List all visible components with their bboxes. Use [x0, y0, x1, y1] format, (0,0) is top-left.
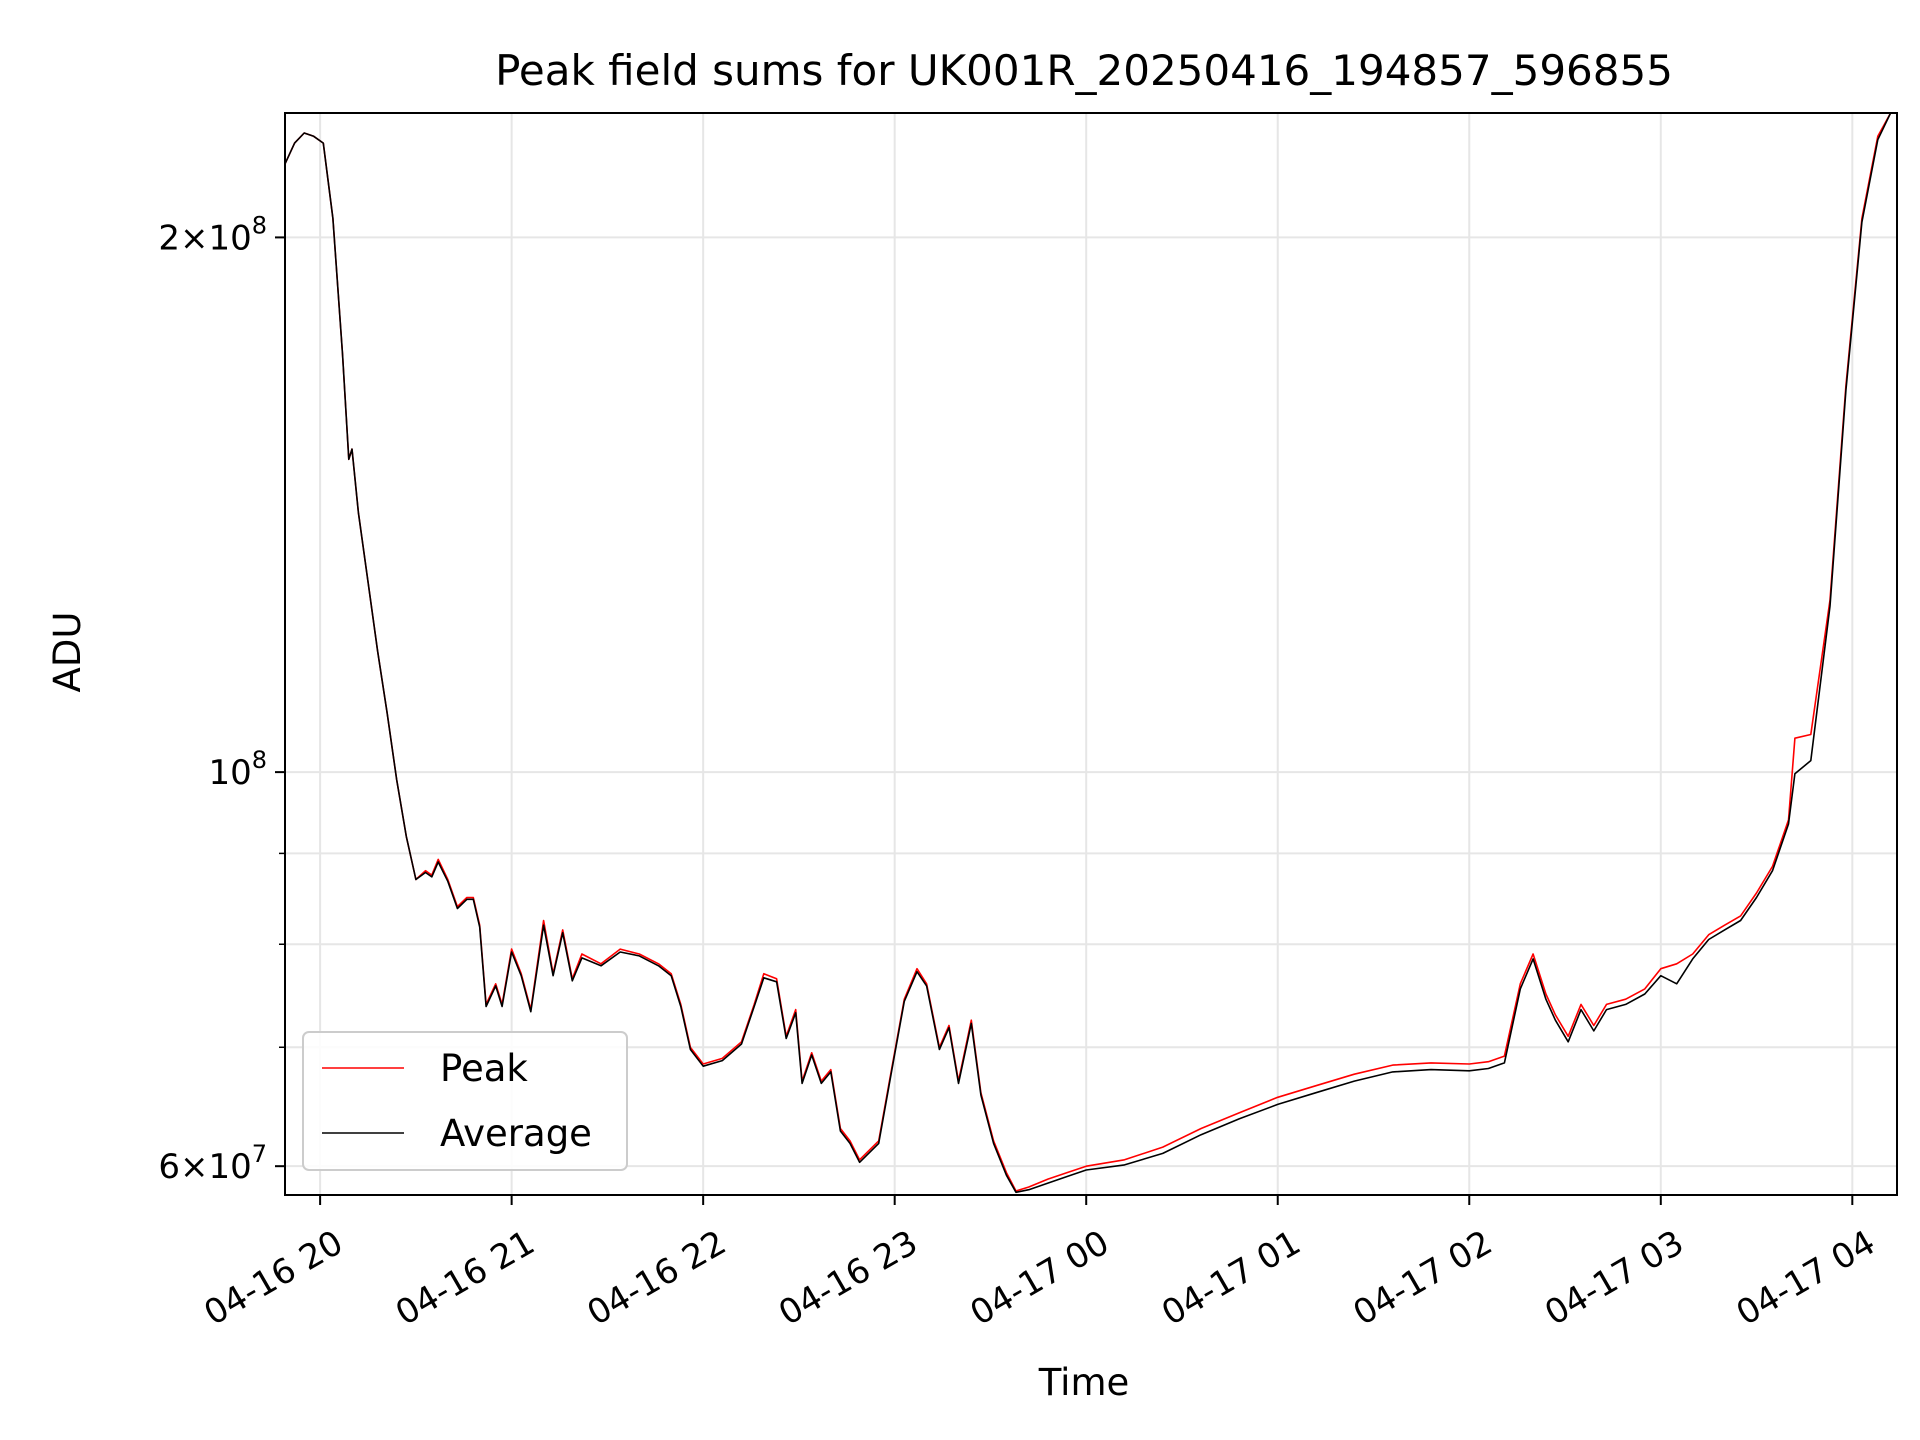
y-axis-label: ADU	[46, 612, 89, 693]
y-tick-label: 2×108	[158, 211, 267, 258]
series-line-average	[284, 112, 1892, 1194]
legend-box	[302, 1031, 628, 1171]
y-tick-label: 108	[208, 746, 267, 793]
legend-label-peak: Peak	[440, 1047, 528, 1090]
y-tick-label: 6×107	[158, 1140, 267, 1187]
legend: Peak Average	[302, 1031, 628, 1171]
plot-frame	[284, 112, 1898, 1196]
x-axis-label: Time	[1038, 1361, 1130, 1404]
series-line-peak	[284, 112, 1892, 1192]
chart-title: Peak field sums for UK001R_20250416_1948…	[495, 46, 1673, 95]
plot-lines	[284, 112, 1892, 1194]
legend-label-average: Average	[440, 1112, 592, 1155]
